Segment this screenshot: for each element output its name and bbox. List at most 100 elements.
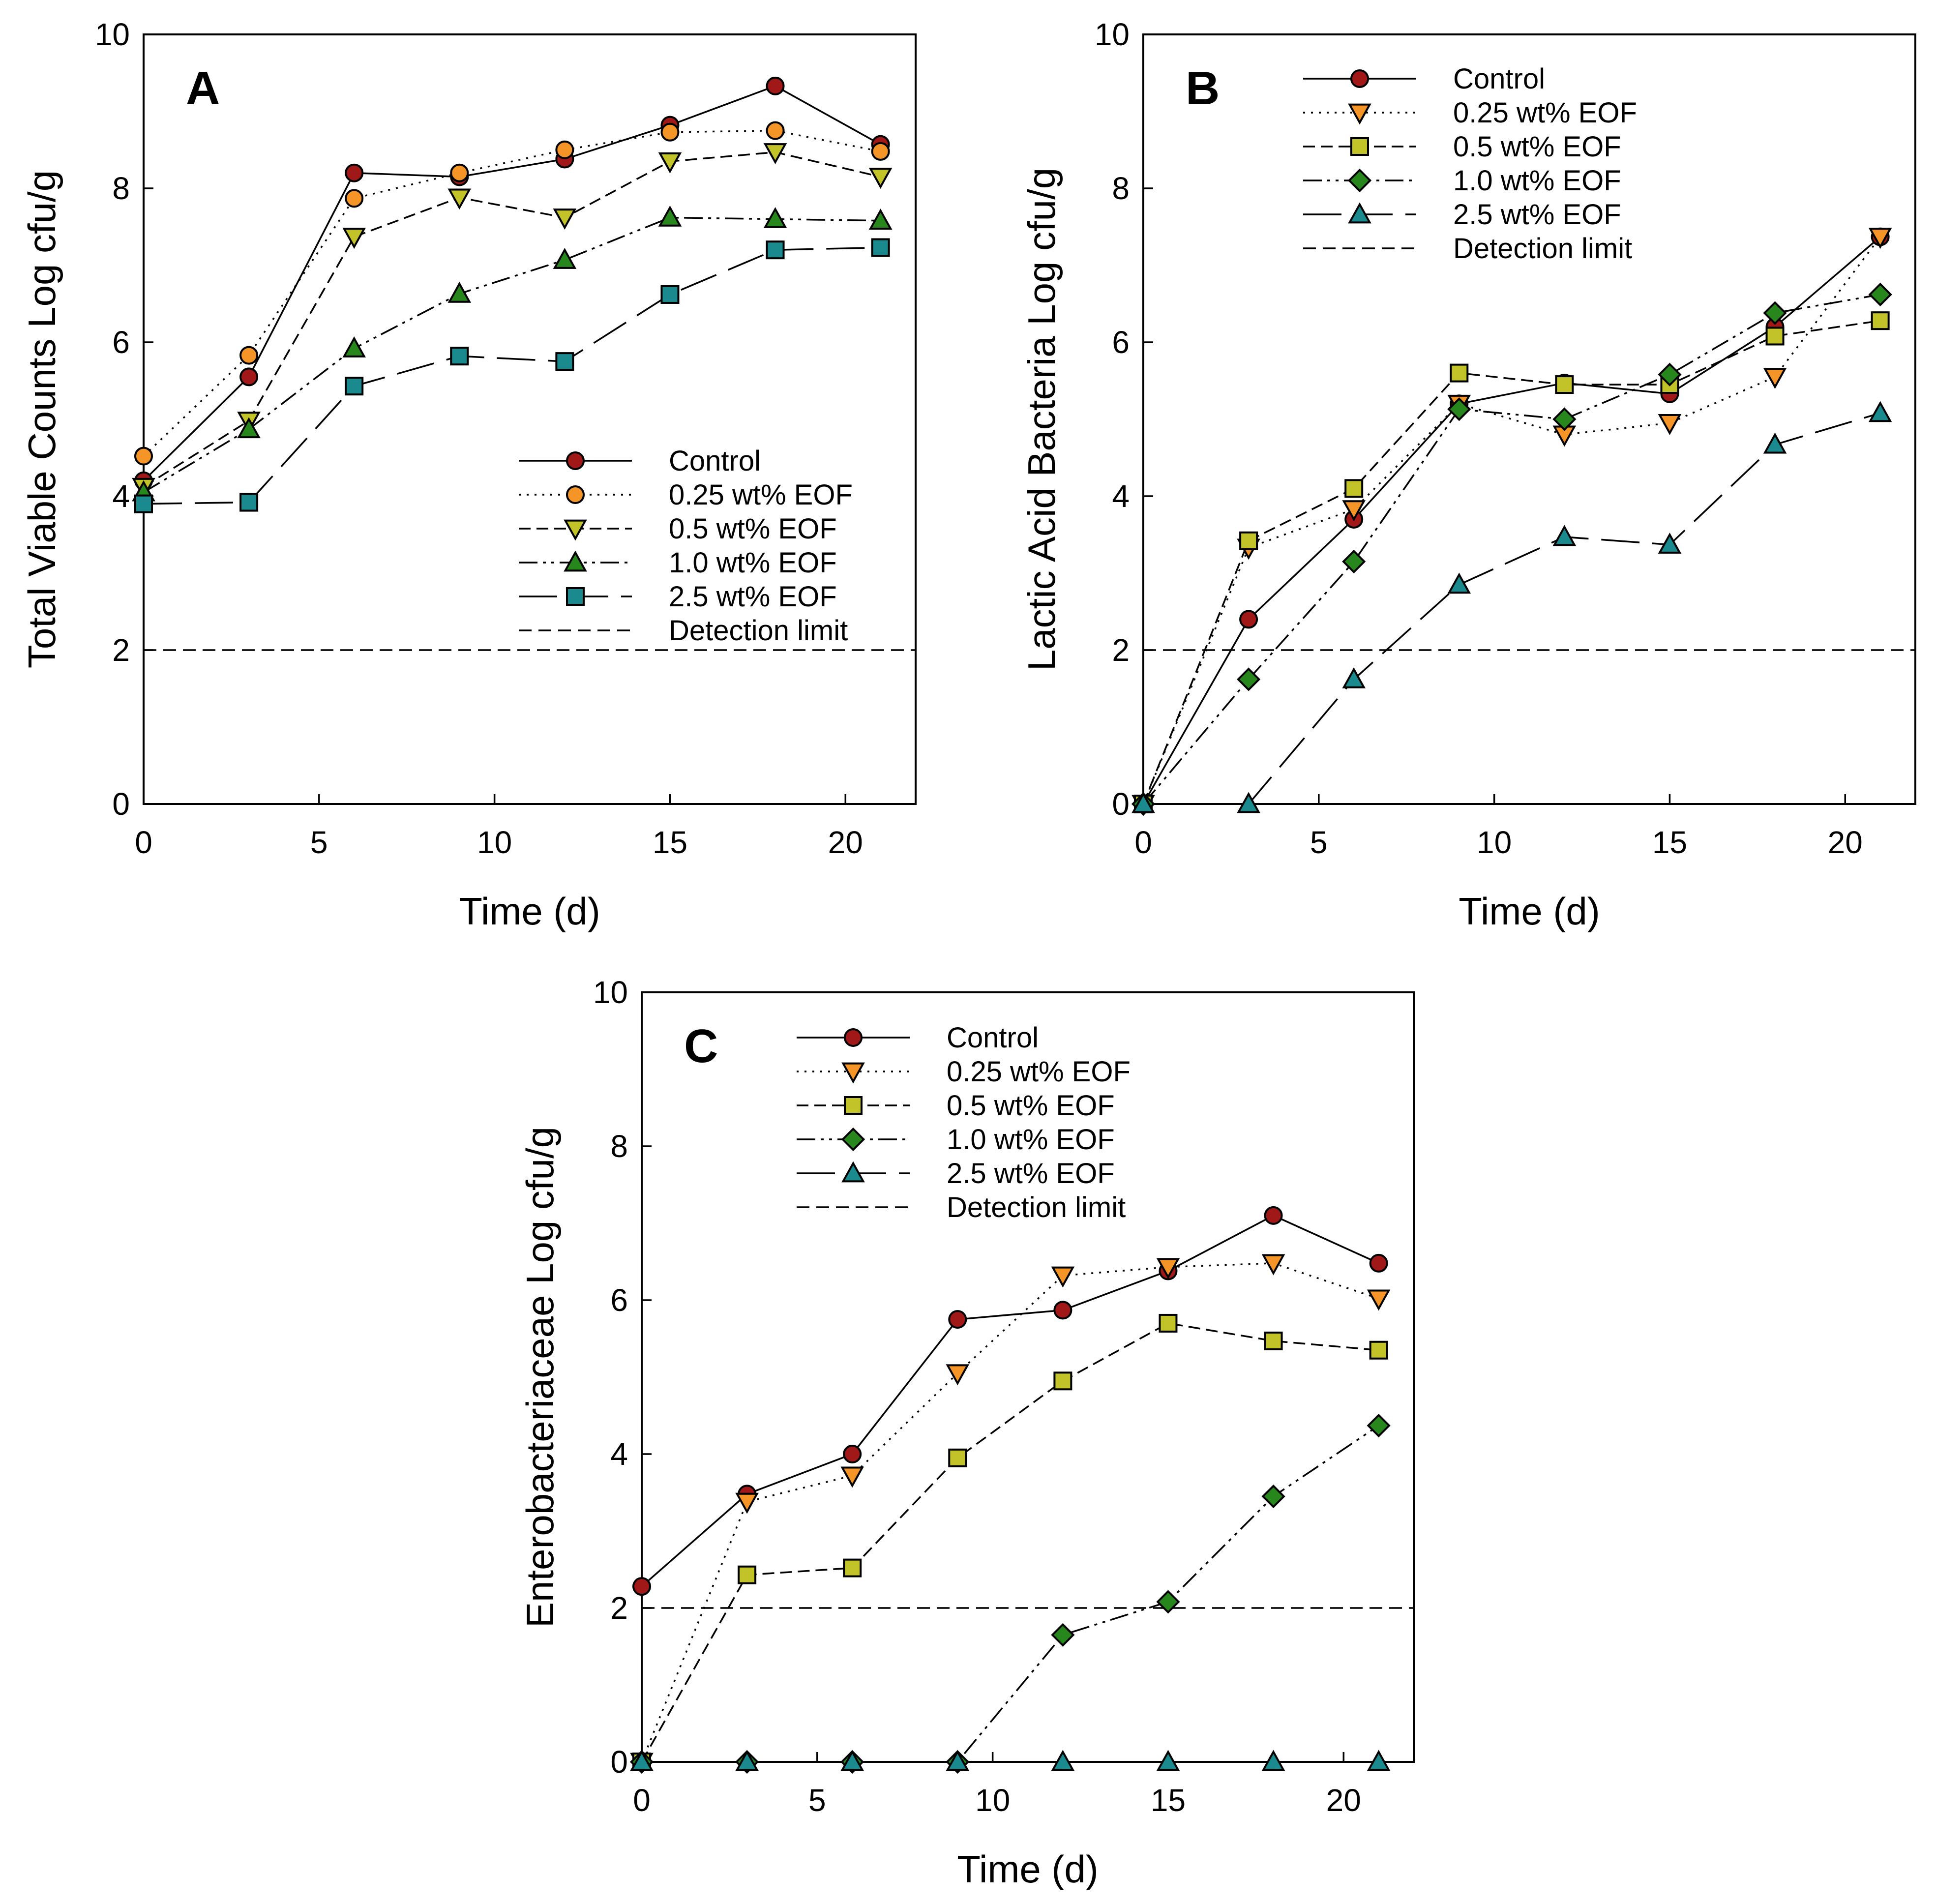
series-line-0-5-wt-eof — [143, 151, 881, 488]
data-point-0-5-wt-eof — [738, 1565, 757, 1584]
data-point-2-5-wt-eof — [1658, 533, 1682, 554]
y-tick-label: 8 — [112, 171, 130, 206]
y-tick-label: 10 — [95, 17, 130, 52]
data-point-control — [948, 1310, 967, 1329]
x-tick-label: 5 — [1310, 825, 1328, 860]
plot-frame — [1142, 33, 1916, 805]
data-point-1-0-wt-eof — [1051, 1623, 1075, 1647]
series-line-control — [1142, 236, 1881, 804]
y-tick-label: 4 — [1112, 478, 1130, 514]
legend-label: 1.0 wt% EOF — [669, 547, 837, 579]
series-line-0-25-wt-eof — [641, 1262, 1379, 1762]
data-point-0-25-wt-eof — [1342, 500, 1366, 522]
series-line-1-0-wt-eof — [143, 216, 881, 493]
data-point-0-25-wt-eof — [766, 121, 785, 140]
x-axis-label: Time (d) — [1459, 890, 1600, 933]
data-point-0-5-wt-eof — [1555, 375, 1574, 394]
data-point-control — [766, 76, 785, 95]
data-point-0-25-wt-eof — [946, 1364, 970, 1386]
data-point-0-25-wt-eof — [1367, 1289, 1391, 1311]
panel-label: B — [1186, 62, 1220, 115]
data-point-1-0-wt-eof — [1156, 1590, 1180, 1614]
data-point-2-5-wt-eof — [766, 240, 785, 260]
legend-label: 1.0 wt% EOF — [947, 1124, 1115, 1156]
data-point-0-25-wt-eof — [1051, 1266, 1075, 1288]
data-point-1-0-wt-eof — [1868, 282, 1892, 307]
series-line-control — [143, 85, 881, 481]
data-point-0-25-wt-eof — [735, 1492, 759, 1514]
data-point-0-25-wt-eof — [871, 142, 890, 161]
legend-label: 0.5 wt% EOF — [669, 513, 837, 545]
panel-a: 0 5 10 15 20 0 2 4 6 8 10 Time (d) Total Viable Coun… — [20, 17, 917, 933]
x-tick-label: 5 — [808, 1783, 826, 1818]
data-point-1-0-wt-eof — [1237, 667, 1261, 691]
legend-label: 0.25 wt% EOF — [1453, 97, 1637, 129]
data-point-2-5-wt-eof — [840, 1750, 864, 1771]
panel-label: A — [186, 62, 220, 115]
legend-label: 0.5 wt% EOF — [947, 1090, 1115, 1122]
y-tick-label: 0 — [610, 1744, 628, 1780]
data-point-2-5-wt-eof — [239, 493, 259, 512]
y-tick-label: 2 — [1112, 632, 1130, 668]
data-point-1-0-wt-eof — [868, 208, 893, 230]
data-point-0-5-wt-eof — [1765, 327, 1785, 346]
data-point-0-5-wt-eof — [843, 1558, 862, 1577]
data-point-0-5-wt-eof — [1369, 1340, 1388, 1360]
data-point-2-5-wt-eof — [345, 377, 364, 396]
plot-frame — [143, 33, 917, 805]
x-tick-label: 10 — [477, 825, 512, 860]
y-tick-label: 10 — [593, 975, 628, 1010]
data-point-2-5-wt-eof — [1156, 1750, 1180, 1771]
legend-marker — [844, 1096, 863, 1115]
legend-label: 0.5 wt% EOF — [1453, 131, 1621, 163]
x-tick-label: 20 — [1828, 825, 1863, 860]
data-point-1-0-wt-eof — [553, 248, 577, 269]
legend-marker — [841, 1127, 865, 1152]
data-point-1-0-wt-eof — [1447, 397, 1471, 421]
data-point-0-25-wt-eof — [1868, 228, 1892, 249]
series-line-2-5-wt-eof — [1143, 412, 1881, 805]
data-point-1-0-wt-eof — [447, 281, 472, 303]
legend-label: Control — [669, 445, 761, 477]
data-point-2-5-wt-eof — [1237, 792, 1260, 813]
data-point-0-5-wt-eof — [948, 1448, 967, 1467]
data-point-0-5-wt-eof — [342, 228, 366, 249]
legend-marker — [564, 550, 587, 572]
data-point-2-5-wt-eof — [555, 352, 574, 371]
y-tick-label: 4 — [610, 1436, 628, 1472]
data-point-2-5-wt-eof — [735, 1750, 759, 1771]
x-tick-label: 10 — [975, 1783, 1010, 1818]
data-point-0-5-wt-eof — [1239, 531, 1258, 550]
data-point-2-5-wt-eof — [871, 238, 890, 257]
data-point-2-5-wt-eof — [450, 347, 469, 366]
data-point-control — [345, 163, 364, 182]
legend-label: 1.0 wt% EOF — [1453, 165, 1621, 197]
data-point-control — [632, 1577, 651, 1596]
y-tick-label: 2 — [610, 1590, 628, 1626]
data-point-0-5-wt-eof — [1159, 1313, 1178, 1333]
data-point-1-0-wt-eof — [1763, 301, 1787, 325]
data-point-2-5-wt-eof — [1367, 1750, 1391, 1771]
data-point-control — [1053, 1301, 1072, 1320]
y-tick-label: 4 — [112, 478, 130, 514]
y-tick-label: 6 — [112, 325, 130, 360]
legend-marker — [564, 519, 587, 541]
data-point-0-5-wt-eof — [447, 188, 472, 210]
data-point-2-5-wt-eof — [1552, 525, 1577, 546]
data-point-0-25-wt-eof — [1261, 1254, 1285, 1276]
data-point-2-5-wt-eof — [946, 1750, 970, 1771]
legend-label: Detection limit — [1453, 233, 1632, 265]
series-line-0-5-wt-eof — [1142, 320, 1880, 804]
x-tick-label: 15 — [1652, 825, 1687, 860]
data-point-0-25-wt-eof — [345, 189, 364, 208]
y-tick-label: 6 — [610, 1282, 628, 1318]
data-point-2-5-wt-eof — [1868, 401, 1892, 422]
data-point-2-5-wt-eof — [630, 1750, 654, 1771]
data-point-1-0-wt-eof — [658, 205, 682, 227]
data-point-0-5-wt-eof — [1264, 1331, 1283, 1350]
legend-label: Detection limit — [947, 1191, 1126, 1223]
data-point-2-5-wt-eof — [660, 285, 680, 304]
